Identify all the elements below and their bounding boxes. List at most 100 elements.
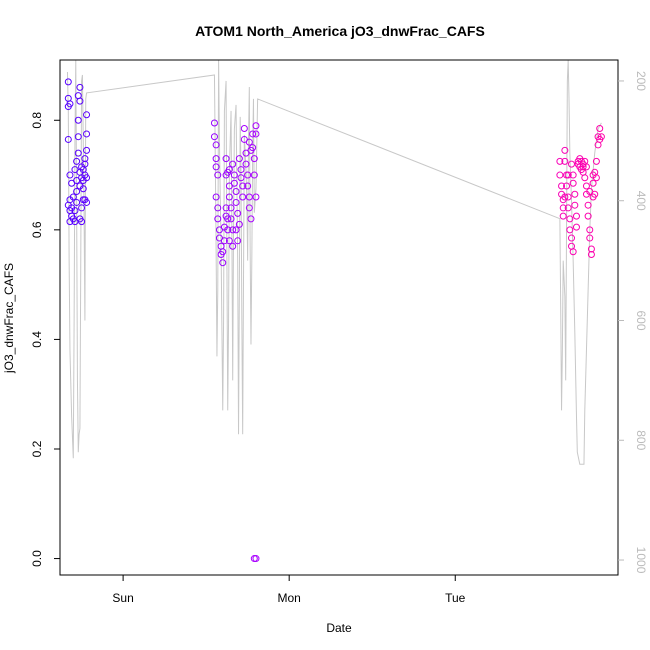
data-point [252, 193, 260, 201]
x-axis-tick-label: Tue [445, 591, 466, 605]
data-point [579, 168, 587, 176]
x-axis-tick-label: Mon [278, 591, 301, 605]
data-point [571, 201, 579, 209]
data-point [81, 155, 89, 163]
right-axis-tick-label: 1000 [634, 547, 648, 574]
data-point [252, 555, 260, 563]
data-point [568, 234, 575, 242]
data-point [572, 212, 580, 220]
data-point [586, 187, 594, 195]
data-point [234, 209, 242, 217]
data-point [563, 182, 571, 190]
data-point [76, 215, 84, 223]
data-points-layer [64, 78, 605, 563]
data-point [596, 124, 604, 132]
data-point [224, 215, 232, 223]
data-point [232, 187, 240, 195]
plot-frame [59, 59, 619, 576]
data-point [74, 149, 82, 157]
data-point [214, 171, 222, 179]
data-point [227, 215, 235, 223]
data-point [245, 193, 253, 201]
data-point [569, 179, 577, 187]
data-point [250, 155, 258, 163]
y-axis-tick-label: 0.4 [30, 331, 44, 348]
data-point [73, 157, 81, 165]
data-point [225, 193, 233, 201]
data-point [64, 78, 72, 86]
data-point [66, 100, 74, 108]
data-point [568, 160, 575, 168]
x-axis-tick-label: Sun [112, 591, 133, 605]
data-point [66, 171, 74, 179]
data-point [220, 237, 228, 245]
y-axis-label: jO3_dnwFrac_CAFS [2, 263, 16, 374]
data-point [232, 198, 240, 206]
data-point [597, 133, 605, 141]
data-point [83, 130, 91, 138]
data-point [559, 212, 567, 220]
data-point [240, 124, 248, 132]
data-point [83, 146, 91, 154]
data-point [559, 204, 567, 212]
data-point [225, 166, 233, 174]
data-point [234, 237, 242, 245]
data-point [214, 215, 222, 223]
data-point [571, 190, 579, 198]
data-point [71, 207, 79, 215]
data-point [210, 119, 218, 127]
right-axis-tick-label: 600 [634, 310, 648, 330]
data-point [235, 220, 243, 228]
data-point [247, 215, 255, 223]
data-point [564, 171, 572, 179]
x-axis-label: Date [326, 621, 352, 635]
right-axis-tick-label: 800 [634, 430, 648, 450]
data-point [561, 193, 569, 201]
data-point [584, 212, 592, 220]
y-axis-tick-label: 0.6 [30, 221, 44, 238]
chart-title: ATOM1 North_America jO3_dnwFrac_CAFS [195, 23, 485, 39]
data-point [556, 171, 564, 179]
data-point [564, 193, 572, 201]
data-point [592, 174, 600, 182]
data-point [212, 155, 220, 163]
data-point [225, 237, 233, 245]
data-point [244, 171, 252, 179]
data-point [230, 179, 238, 187]
data-point [244, 182, 252, 190]
data-point [230, 171, 238, 179]
data-point [239, 193, 247, 201]
y-axis-tick-label: 0.8 [30, 112, 44, 129]
data-point [561, 157, 569, 165]
data-point [249, 144, 257, 152]
data-point [586, 234, 594, 242]
data-point [69, 193, 77, 201]
data-point [83, 111, 91, 119]
data-point [212, 141, 220, 149]
data-point [587, 245, 595, 253]
data-point [558, 182, 566, 190]
data-point [569, 171, 577, 179]
data-point [229, 226, 237, 234]
data-point [83, 198, 91, 206]
data-point [74, 116, 82, 124]
data-point [572, 223, 580, 231]
data-point [232, 226, 240, 234]
data-point [582, 182, 590, 190]
data-point [83, 174, 91, 182]
data-point [242, 160, 250, 168]
data-point [229, 242, 237, 250]
data-point [224, 226, 232, 234]
data-point [569, 248, 577, 256]
data-point [222, 155, 230, 163]
data-point [561, 146, 569, 154]
data-point [219, 248, 227, 256]
right-axis-tick-label: 400 [634, 191, 648, 211]
data-point [589, 179, 597, 187]
data-point [592, 157, 600, 165]
axes-layer: 0.0 0.2 0.4 0.6 0.8 Sun Mon Tue 200 400 600 800 1000 [30, 71, 648, 605]
data-point [564, 204, 572, 212]
data-point [79, 185, 87, 193]
